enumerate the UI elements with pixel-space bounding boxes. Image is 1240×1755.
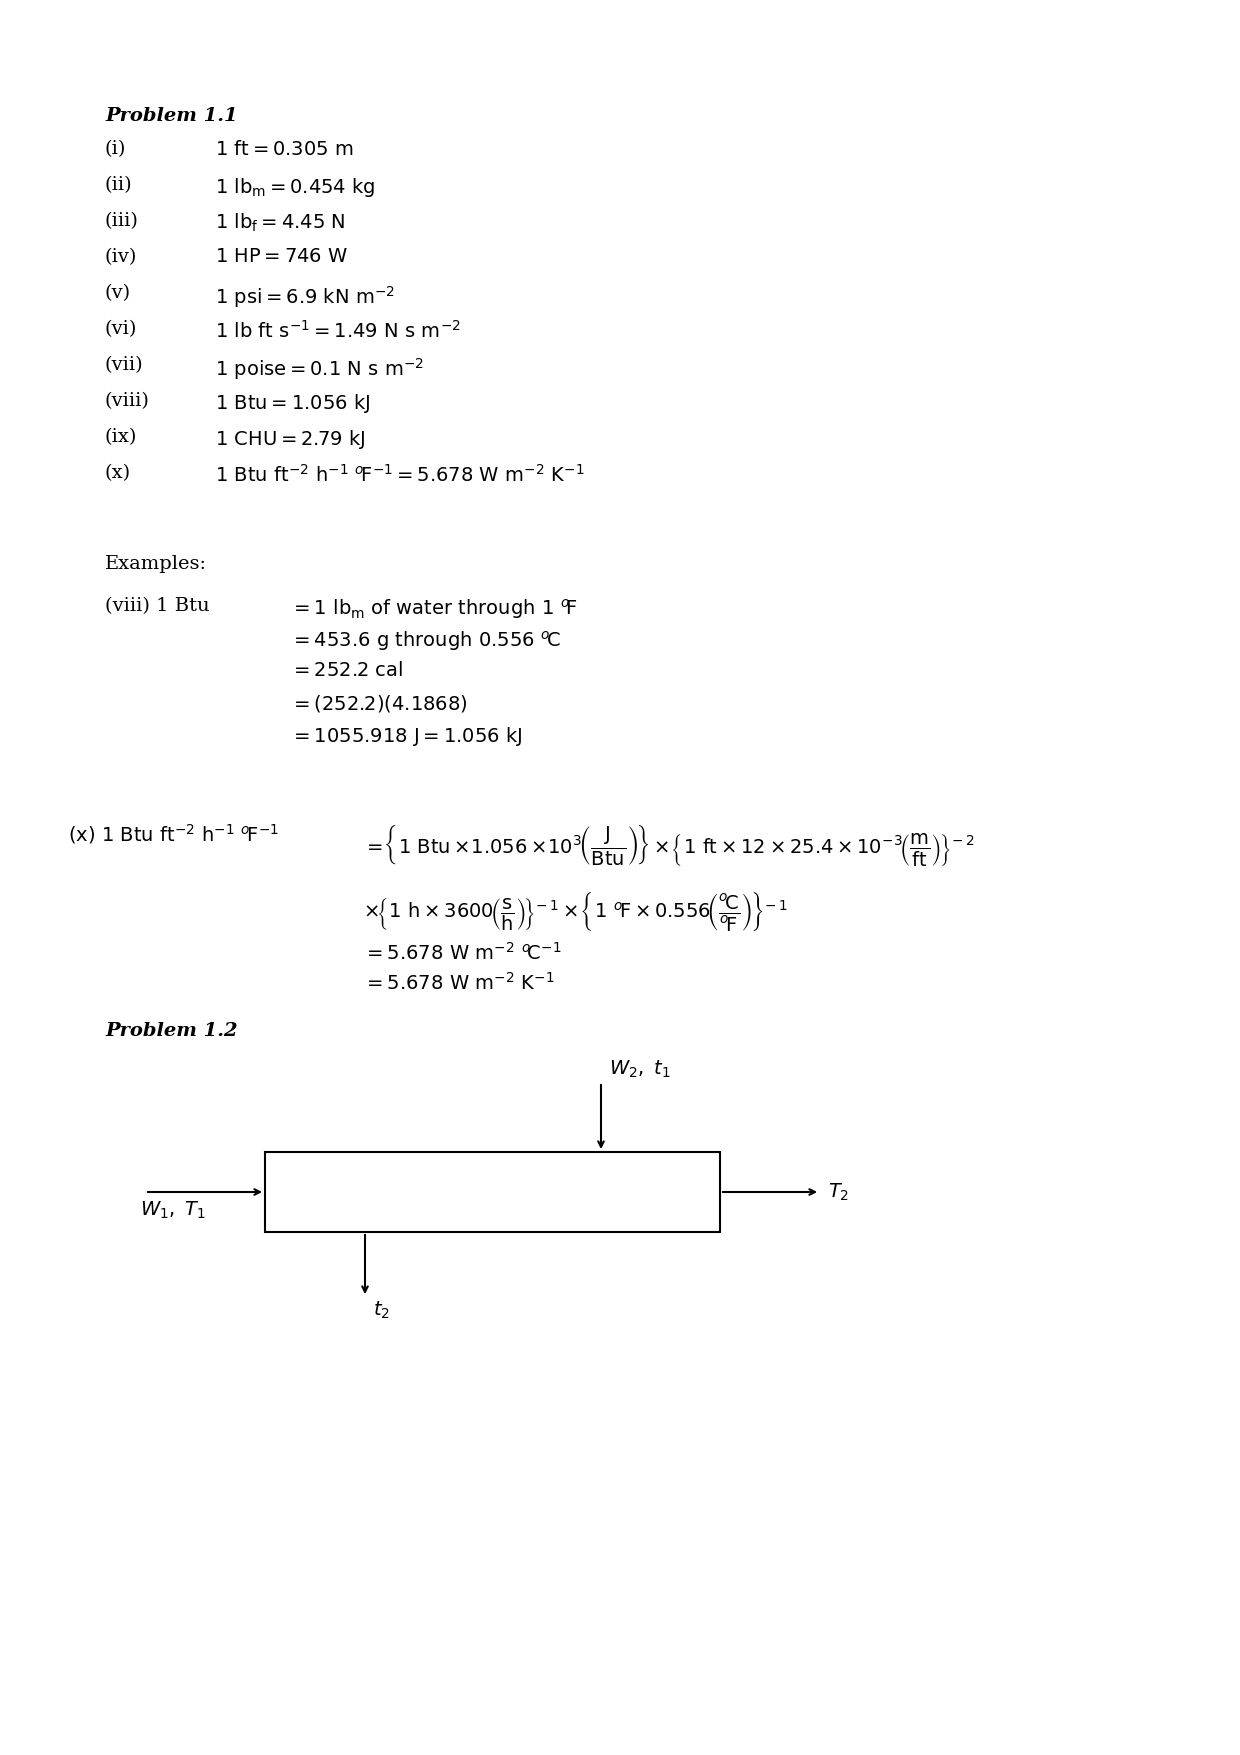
- Text: $1\ \mathrm{CHU} = 2.79\ \mathrm{kJ}$: $1\ \mathrm{CHU} = 2.79\ \mathrm{kJ}$: [215, 428, 366, 451]
- Text: $\mathrm{(x)\ 1\ Btu\ ft}^{-2}\ \mathrm{h}^{-1}\ {^o\!\mathrm{F}}^{-1}$: $\mathrm{(x)\ 1\ Btu\ ft}^{-2}\ \mathrm{…: [68, 821, 279, 846]
- Text: (viii): (viii): [105, 391, 150, 411]
- Text: (iii): (iii): [105, 212, 139, 230]
- Text: Problem 1.1: Problem 1.1: [105, 107, 238, 125]
- Text: $T_2$: $T_2$: [828, 1181, 849, 1202]
- Text: $= 5.678\ \mathrm{W\ m}^{-2}\ {^o\!\mathrm{C}}^{-1}$: $= 5.678\ \mathrm{W\ m}^{-2}\ {^o\!\math…: [363, 942, 562, 963]
- Bar: [265, 1151, 720, 1232]
- Text: $= 5.678\ \mathrm{W\ m}^{-2}\ \mathrm{K}^{-1}$: $= 5.678\ \mathrm{W\ m}^{-2}\ \mathrm{K}…: [363, 972, 554, 993]
- Text: $1\ \mathrm{poise} = 0.1\ \mathrm{N\ s\ m}^{-2}$: $1\ \mathrm{poise} = 0.1\ \mathrm{N\ s\ …: [215, 356, 424, 383]
- Text: (vii): (vii): [105, 356, 144, 374]
- Text: $1\ \mathrm{lb_{f}} = 4.45\ \mathrm{N}$: $1\ \mathrm{lb_{f}} = 4.45\ \mathrm{N}$: [215, 212, 346, 235]
- Text: $= 252.2\ \mathrm{cal}$: $= 252.2\ \mathrm{cal}$: [290, 662, 403, 679]
- Text: $1\ \mathrm{Btu} = 1.056\ \mathrm{kJ}$: $1\ \mathrm{Btu} = 1.056\ \mathrm{kJ}$: [215, 391, 371, 414]
- Text: (ix): (ix): [105, 428, 138, 446]
- Text: (i): (i): [105, 140, 126, 158]
- Text: $= 1055.918\ \mathrm{J} = 1.056\ \mathrm{kJ}$: $= 1055.918\ \mathrm{J} = 1.056\ \mathrm…: [290, 725, 522, 748]
- Text: $= (252.2)(4.1868)$: $= (252.2)(4.1868)$: [290, 693, 467, 714]
- Text: (v): (v): [105, 284, 131, 302]
- Text: (iv): (iv): [105, 247, 138, 267]
- Text: $\times\! \left\{1\ \mathrm{h} \times 3600\!\left(\dfrac{\mathrm{s}}{\mathrm{h}}: $\times\! \left\{1\ \mathrm{h} \times 36…: [363, 890, 789, 934]
- Text: Examples:: Examples:: [105, 555, 207, 572]
- Text: $1\ \mathrm{psi} = 6.9\ \mathrm{kN}\ \mathrm{m}^{-2}$: $1\ \mathrm{psi} = 6.9\ \mathrm{kN}\ \ma…: [215, 284, 396, 311]
- Text: (viii) 1 Btu: (viii) 1 Btu: [105, 597, 210, 614]
- Text: $= 1\ \mathrm{lb_{m}}\ \mathrm{of\ water\ through}\ 1\ {^o\!\mathrm{F}}$: $= 1\ \mathrm{lb_{m}}\ \mathrm{of\ water…: [290, 597, 578, 621]
- Text: $W_1,\ T_1$: $W_1,\ T_1$: [140, 1200, 206, 1221]
- Text: $1\ \mathrm{lb_{m}} = 0.454\ \mathrm{kg}$: $1\ \mathrm{lb_{m}} = 0.454\ \mathrm{kg}…: [215, 176, 376, 198]
- Text: $= \!\left\{1\ \mathrm{Btu} \times\! 1.056 \times\! 10^{3}\!\left(\dfrac{\mathrm: $= \!\left\{1\ \mathrm{Btu} \times\! 1.0…: [363, 821, 975, 869]
- Text: $= 453.6\ \mathrm{g\ through}\ 0.556\ {^o\!\mathrm{C}}$: $= 453.6\ \mathrm{g\ through}\ 0.556\ {^…: [290, 628, 560, 653]
- Text: $1\ \mathrm{lb\ ft\ s}^{-1} = 1.49\ \mathrm{N\ s\ m}^{-2}$: $1\ \mathrm{lb\ ft\ s}^{-1} = 1.49\ \mat…: [215, 319, 461, 342]
- Text: $1\ \mathrm{Btu\ ft}^{-2}\ \mathrm{h}^{-1}\ {^o\!\mathrm{F}}^{-1} = 5.678\ \math: $1\ \mathrm{Btu\ ft}^{-2}\ \mathrm{h}^{-…: [215, 463, 584, 486]
- Text: $t_2$: $t_2$: [373, 1300, 389, 1322]
- Text: (x): (x): [105, 463, 131, 483]
- Text: (ii): (ii): [105, 176, 133, 195]
- Text: $W_2,\ t_1$: $W_2,\ t_1$: [609, 1058, 671, 1079]
- Text: $1\ \mathrm{ft} = 0.305\ \mathrm{m}$: $1\ \mathrm{ft} = 0.305\ \mathrm{m}$: [215, 140, 353, 160]
- Text: (vi): (vi): [105, 319, 138, 339]
- Text: $1\ \mathrm{HP} = 746\ \mathrm{W}$: $1\ \mathrm{HP} = 746\ \mathrm{W}$: [215, 247, 348, 267]
- Text: Problem 1.2: Problem 1.2: [105, 1021, 238, 1041]
